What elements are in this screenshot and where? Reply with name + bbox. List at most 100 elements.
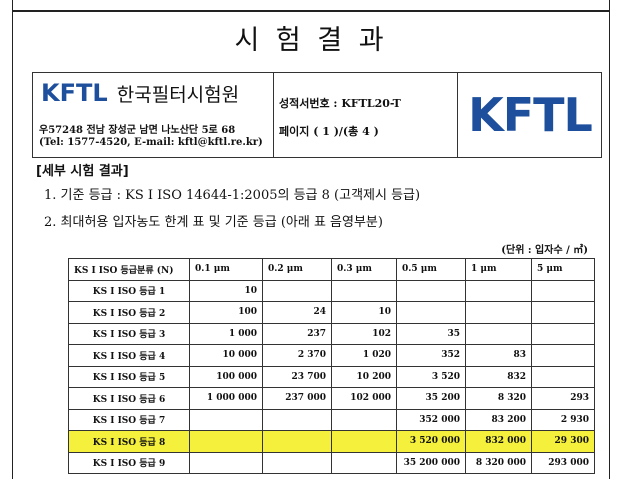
row-label: KS I ISO 등급 4	[68, 344, 190, 367]
title: 시 험 결 과	[234, 25, 388, 56]
cell	[189, 430, 263, 453]
table-body: KS I ISO 등급분류 (N) 0.1 μm 0.2 μm 0.3 μm 0.5 μ…	[68, 258, 595, 474]
cell	[262, 279, 332, 302]
cell	[189, 408, 263, 431]
row-label: KS I ISO 등급 2	[68, 301, 190, 324]
column-header: KS I ISO 등급분류 (N)	[68, 258, 190, 281]
cell: 293	[531, 387, 595, 410]
cell	[396, 301, 466, 324]
cell: 8 320	[465, 387, 532, 410]
cell	[465, 301, 532, 324]
cell: 832	[465, 365, 532, 388]
page-frame	[12, 0, 610, 479]
cell: 23 700	[262, 365, 332, 388]
table-row: KS I ISO 등급 2 100 24 10	[68, 301, 595, 324]
org-name: 한국필터시험원	[116, 84, 240, 106]
cell	[331, 279, 397, 302]
cell: 2 930	[531, 408, 595, 431]
row-label: KS I ISO 등급 7	[68, 408, 190, 431]
cell: 102	[331, 322, 397, 345]
cell	[331, 408, 397, 431]
org-line: KFTL 한국필터시험원	[41, 79, 239, 107]
cell: 102 000	[331, 387, 397, 410]
cell: 24	[262, 301, 332, 324]
cell: 237 000	[262, 387, 332, 410]
cell: 1 000	[189, 322, 263, 345]
column-header: 0.3 μm	[331, 258, 397, 281]
header-box: KFTL 한국필터시험원 우57248 전남 장성군 남면 나노산단 5로 68…	[32, 72, 602, 158]
column-header: 0.1 μm	[189, 258, 263, 281]
cell: 352	[396, 344, 466, 367]
cell: 1 000 000	[189, 387, 263, 410]
row-label: KS I ISO 등급 1	[68, 279, 190, 302]
cell: 10	[331, 301, 397, 324]
row-label: KS I ISO 등급 9	[68, 451, 190, 474]
cell	[465, 322, 532, 345]
column-header: 0.5 μm	[396, 258, 466, 281]
section-title: [세부 시험 결과]	[36, 164, 129, 179]
item: 1. 기준 등급 : KS I ISO 14644-1:2005의 등급 8 (…	[44, 188, 421, 203]
cell: 35 200	[396, 387, 466, 410]
cell: 2 370	[262, 344, 332, 367]
cell: 35 200 000	[396, 451, 466, 474]
table-row: KS I ISO 등급 7 352 000 83 200 2 930	[68, 408, 595, 431]
cell: 83 200	[465, 408, 532, 431]
big-logo: KFTL	[468, 88, 593, 142]
cell: 237	[262, 322, 332, 345]
grade-table: KS I ISO 등급분류 (N) 0.1 μm 0.2 μm 0.3 μm 0.5 μ…	[68, 258, 595, 474]
cell	[465, 279, 532, 302]
cell: 83	[465, 344, 532, 367]
cell: 10	[189, 279, 263, 302]
cell	[531, 322, 595, 345]
column-header: 1 μm	[465, 258, 532, 281]
table-row: KS I ISO 등급 8 3 520 000 832 000 29 300	[68, 430, 595, 453]
cell: 10 200	[331, 365, 397, 388]
cell: 10 000	[189, 344, 263, 367]
address: 우57248 전남 장성군 남면 나노산단 5로 68	[39, 125, 236, 136]
unit: (단위 : 입자수 / ㎥)	[501, 245, 588, 256]
cell	[189, 451, 263, 474]
row-label: KS I ISO 등급 8	[68, 430, 190, 453]
table-row: KS I ISO 등급 5 100 000 23 700 10 200 3 520 832	[68, 365, 595, 388]
cell	[262, 430, 332, 453]
cell	[531, 365, 595, 388]
row-label: KS I ISO 등급 3	[68, 322, 190, 345]
report-no: 성적서번호 : KFTL20-T	[279, 97, 401, 110]
contact: (Tel: 1577-4520, E-mail: kftl@kftl.re.kr…	[39, 137, 263, 148]
cell	[531, 301, 595, 324]
row-label: KS I ISO 등급 6	[68, 387, 190, 410]
cell: 3 520	[396, 365, 466, 388]
cell: 8 320 000	[465, 451, 532, 474]
column-header: 0.2 μm	[262, 258, 332, 281]
header-left: KFTL 한국필터시험원 우57248 전남 장성군 남면 나노산단 5로 68…	[33, 73, 274, 157]
cell: 293 000	[531, 451, 595, 474]
page-no: 페이지 ( 1 )/(총 4 )	[279, 125, 379, 138]
cell: 29 300	[531, 430, 595, 453]
cell: 100 000	[189, 365, 263, 388]
cell: 3 520 000	[396, 430, 466, 453]
row-label: KS I ISO 등급 5	[68, 365, 190, 388]
cell: 35	[396, 322, 466, 345]
table-row: KS I ISO 등급 4 10 000 2 370 1 020 352 83	[68, 344, 595, 367]
header-row: KS I ISO 등급분류 (N) 0.1 μm 0.2 μm 0.3 μm 0.5 μ…	[68, 258, 595, 281]
cell	[331, 430, 397, 453]
cell	[396, 279, 466, 302]
cell: 832 000	[465, 430, 532, 453]
cell	[331, 451, 397, 474]
cell	[262, 408, 332, 431]
cell	[262, 451, 332, 474]
cell: 352 000	[396, 408, 466, 431]
item: 2. 최대허용 입자농도 한계 표 및 기준 등급 (아래 표 음영부분)	[44, 215, 383, 230]
cell: 1 020	[331, 344, 397, 367]
table-row: KS I ISO 등급 9 35 200 000 8 320 000 293 000	[68, 451, 595, 474]
cell: 100	[189, 301, 263, 324]
table-row: KS I ISO 등급 1 10	[68, 279, 595, 302]
top-band	[12, 0, 610, 12]
cell	[531, 344, 595, 367]
column-header: 5 μm	[531, 258, 595, 281]
header-middle: 성적서번호 : KFTL20-T 페이지 ( 1 )/(총 4 )	[273, 73, 458, 157]
cell	[531, 279, 595, 302]
